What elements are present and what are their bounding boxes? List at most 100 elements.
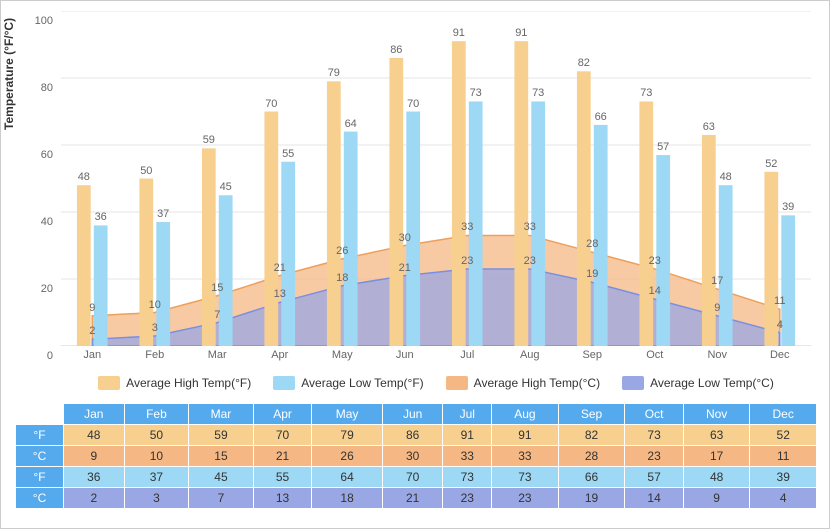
legend-swatch xyxy=(622,376,644,390)
area-value-label: 33 xyxy=(524,221,536,233)
area-value-label: 28 xyxy=(586,238,598,250)
bar-value-label: 73 xyxy=(640,87,652,99)
area-value-label: 33 xyxy=(461,221,473,233)
table-cell: 4 xyxy=(750,488,817,509)
area-value-label: 17 xyxy=(711,275,723,287)
bar-value-label: 48 xyxy=(78,171,90,183)
bar-value-label: 73 xyxy=(532,87,544,99)
table-header: Dec xyxy=(750,404,817,425)
area-value-label: 9 xyxy=(89,302,95,314)
bar-value-label: 57 xyxy=(657,141,669,153)
bar-value-label: 37 xyxy=(157,208,169,220)
table-header: Apr xyxy=(253,404,312,425)
area-value-label: 23 xyxy=(461,255,473,267)
area-value-label: 15 xyxy=(211,282,223,294)
data-table: JanFebMarAprMayJunJulAugSepOctNovDec°F48… xyxy=(15,403,817,509)
table-cell: 37 xyxy=(124,467,189,488)
bar-value-label: 66 xyxy=(595,111,607,123)
x-tick-label: Mar xyxy=(208,349,227,361)
area-value-label: 21 xyxy=(399,262,411,274)
table-header: Nov xyxy=(683,404,750,425)
table-cell: 23 xyxy=(492,488,559,509)
x-tick-label: Oct xyxy=(646,349,663,361)
table-header: Sep xyxy=(558,404,625,425)
table-cell: 23 xyxy=(443,488,492,509)
table-cell: 21 xyxy=(253,446,312,467)
table-cell: 23 xyxy=(625,446,684,467)
table-cell: 11 xyxy=(750,446,817,467)
area-value-label: 14 xyxy=(649,285,661,297)
table-row: °F363745556470737366574839 xyxy=(16,467,817,488)
bar-value-label: 48 xyxy=(720,171,732,183)
x-tick-label: Apr xyxy=(271,349,288,361)
chart-container: Temperature (°F/°C) 020406080100 4850597… xyxy=(0,0,830,529)
area-value-label: 3 xyxy=(152,322,158,334)
legend-item: Average High Temp(°F) xyxy=(98,373,251,393)
table-cell: 73 xyxy=(443,467,492,488)
y-axis: Temperature (°F/°C) 020406080100 xyxy=(1,11,61,346)
table-cell: 82 xyxy=(558,425,625,446)
bar-value-label: 91 xyxy=(515,27,527,39)
area-value-label: 18 xyxy=(336,272,348,284)
bar-value-label: 59 xyxy=(203,134,215,146)
bar-value-label: 91 xyxy=(453,27,465,39)
x-tick-label: May xyxy=(332,349,353,361)
x-tick-label: Dec xyxy=(770,349,790,361)
bar-value-label: 45 xyxy=(220,181,232,193)
table-header: Mar xyxy=(189,404,254,425)
table-cell: 33 xyxy=(443,446,492,467)
table-cell: 64 xyxy=(312,467,382,488)
bar-value-label: 64 xyxy=(345,118,357,130)
y-tick: 60 xyxy=(41,149,53,161)
table-cell: 57 xyxy=(625,467,684,488)
table-cell: 48 xyxy=(64,425,125,446)
table-cell: 15 xyxy=(189,446,254,467)
table-cell: 14 xyxy=(625,488,684,509)
table-header: Oct xyxy=(625,404,684,425)
legend-item: Average Low Temp(°F) xyxy=(273,373,423,393)
bar-value-label: 79 xyxy=(328,67,340,79)
table-cell: 79 xyxy=(312,425,382,446)
x-tick-label: Aug xyxy=(520,349,540,361)
table-cell: 33 xyxy=(492,446,559,467)
table-cell: 45 xyxy=(189,467,254,488)
table-unit-cell: °C xyxy=(16,488,64,509)
bar-value-label: 82 xyxy=(578,57,590,69)
table-cell: 9 xyxy=(683,488,750,509)
bar-value-label: 36 xyxy=(95,211,107,223)
table-row: °C91015212630333328231711 xyxy=(16,446,817,467)
table-cell: 55 xyxy=(253,467,312,488)
table-cell: 3 xyxy=(124,488,189,509)
bar-value-label: 73 xyxy=(470,87,482,99)
table-cell: 13 xyxy=(253,488,312,509)
table-cell: 9 xyxy=(64,446,125,467)
table-cell: 18 xyxy=(312,488,382,509)
legend-label: Average High Temp(°C) xyxy=(474,376,600,390)
x-tick-label: Feb xyxy=(145,349,164,361)
plot-area: 4850597079869191827363523637455564707373… xyxy=(61,11,811,346)
table-cell: 91 xyxy=(492,425,559,446)
area-value-label: 2 xyxy=(89,325,95,337)
table-header: Jun xyxy=(382,404,443,425)
bar-value-label: 70 xyxy=(265,98,277,110)
table-cell: 73 xyxy=(492,467,559,488)
area-value-label: 7 xyxy=(214,309,220,321)
table-header: Feb xyxy=(124,404,189,425)
legend-swatch xyxy=(98,376,120,390)
y-tick: 20 xyxy=(41,283,53,295)
legend-label: Average High Temp(°F) xyxy=(126,376,251,390)
table-unit-cell: °F xyxy=(16,425,64,446)
area-value-label: 26 xyxy=(336,245,348,257)
table-row: °C2371318212323191494 xyxy=(16,488,817,509)
table-cell: 48 xyxy=(683,467,750,488)
table-cell: 2 xyxy=(64,488,125,509)
table-cell: 73 xyxy=(625,425,684,446)
area-value-label: 9 xyxy=(714,302,720,314)
table-header: Aug xyxy=(492,404,559,425)
area-value-label: 4 xyxy=(777,319,783,331)
table-cell: 59 xyxy=(189,425,254,446)
table-cell: 28 xyxy=(558,446,625,467)
table-cell: 86 xyxy=(382,425,443,446)
y-tick: 80 xyxy=(41,82,53,94)
table-cell: 17 xyxy=(683,446,750,467)
